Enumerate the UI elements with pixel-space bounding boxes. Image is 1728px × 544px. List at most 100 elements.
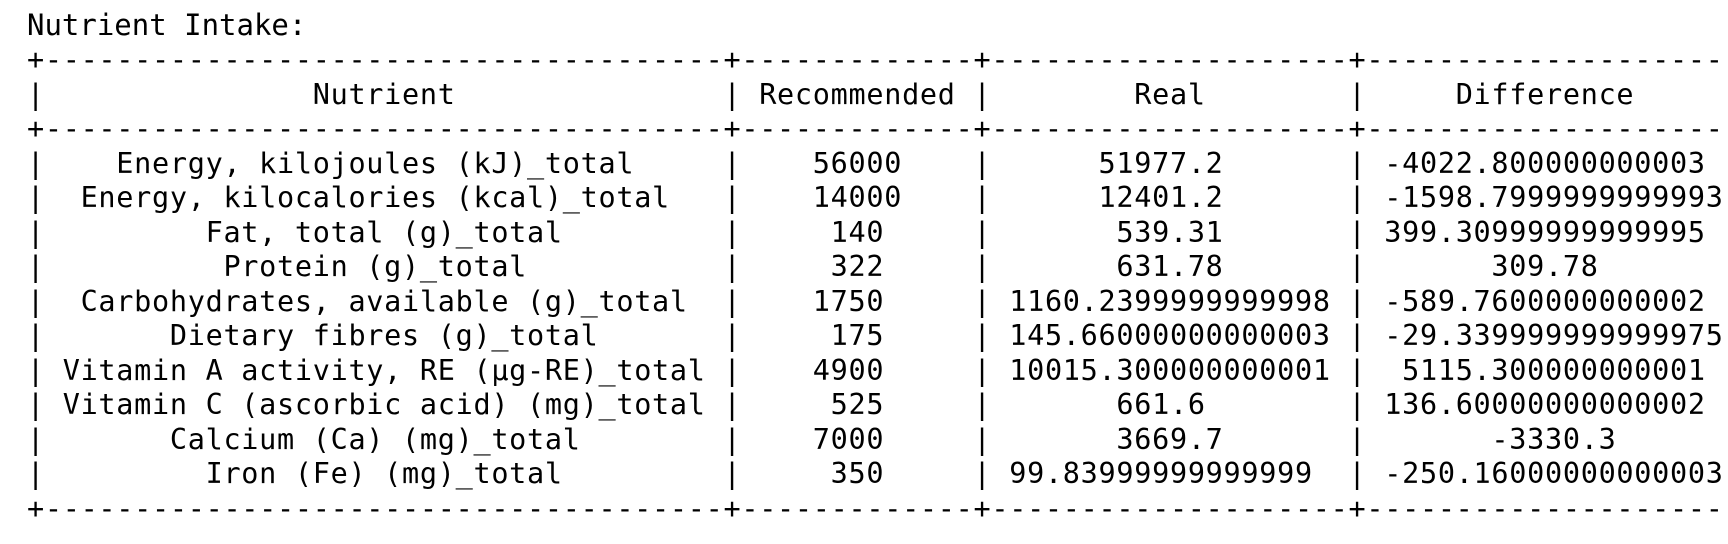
table-row: | Calcium (Ca) (mg)_total | 7000 | 3669.… [27,423,1728,458]
cell-real: 51977.2 [991,146,1349,180]
column-separator: | [27,250,45,283]
cell-real: 661.6 [991,388,1349,421]
header-recommended: Recommended [741,77,974,111]
column-separator: | [973,146,992,180]
column-separator: | [973,457,992,490]
header-nutrient: Nutrient [44,77,724,111]
cell-real: 539.31 [991,215,1349,249]
column-separator: | [1348,250,1367,283]
cell-recommended: 525 [741,388,974,421]
column-separator: | [1348,353,1367,387]
cell-recommended: 14000 [741,181,974,214]
column-separator: | [1348,284,1367,318]
column-separator: | [27,457,45,490]
cell-real: 3669.7 [991,422,1349,456]
table-row: | Dietary fibres (g)_total | 175 | 145.6… [27,319,1728,354]
cell-nutrient: Dietary fibres (g)_total [44,319,724,352]
table-row: | Vitamin A activity, RE (µg-RE)_total |… [27,354,1728,389]
column-separator: | [973,250,992,283]
column-separator: | [27,353,45,387]
column-separator: | [27,284,45,318]
column-separator: | [27,77,45,111]
column-separator: | [1348,422,1367,456]
cell-real: 10015.300000000001 [991,353,1349,387]
cell-recommended: 350 [741,457,974,490]
cell-difference: -589.7600000000002 [1366,284,1728,318]
cell-nutrient: Protein (g)_total [44,250,724,283]
cell-difference: -29.339999999999975 [1366,319,1728,352]
cell-difference: 309.78 [1366,250,1728,283]
table-row: | Protein (g)_total | 322 | 631.78 | 309… [27,250,1728,285]
column-separator: | [723,77,742,111]
cell-recommended: 175 [741,319,974,352]
cell-real: 99.83999999999999 [991,457,1349,490]
column-separator: | [723,319,742,352]
cell-nutrient: Calcium (Ca) (mg)_total [44,422,724,456]
column-separator: | [1348,181,1367,214]
column-separator: | [27,215,45,249]
cell-nutrient: Energy, kilojoules (kJ)_total [44,146,724,180]
cell-difference: 136.60000000000002 [1366,388,1728,421]
column-separator: | [723,422,742,456]
cell-real: 631.78 [991,250,1349,283]
page-title: Nutrient Intake: [27,8,307,42]
column-separator: | [973,422,992,456]
header-difference: Difference [1366,77,1728,111]
cell-recommended: 56000 [741,146,974,180]
column-separator: | [1348,388,1367,421]
column-separator: | [1348,146,1367,180]
column-separator: | [973,319,992,352]
column-separator: | [1348,215,1367,249]
cell-recommended: 1750 [741,284,974,318]
column-separator: | [27,388,45,421]
cell-nutrient: Iron (Fe) (mg)_total [44,457,724,490]
cell-difference: -4022.800000000003 [1366,146,1728,180]
cell-recommended: 140 [741,215,974,249]
column-separator: | [723,388,742,421]
cell-recommended: 7000 [741,422,974,456]
column-separator: | [27,181,45,214]
column-separator: | [973,77,992,111]
cell-recommended: 322 [741,250,974,283]
column-separator: | [973,284,992,318]
column-separator: | [27,146,45,180]
table-top-border: +--------------------------------------+… [27,43,1728,76]
table-row: | Energy, kilocalories (kcal)_total | 14… [27,181,1728,216]
cell-difference: -1598.7999999999993 [1366,181,1728,214]
table-row: | Energy, kilojoules (kJ)_total | 56000 … [27,147,1728,182]
cell-difference: 399.30999999999995 [1366,215,1728,249]
cell-nutrient: Vitamin A activity, RE (µg-RE)_total [44,353,724,387]
cell-nutrient: Energy, kilocalories (kcal)_total [44,181,724,214]
column-separator: | [723,353,742,387]
table-header: | Nutrient | Recommended | Real | Differ… [27,78,1728,113]
header-real: Real [991,77,1349,111]
column-separator: | [723,215,742,249]
cell-nutrient: Vitamin C (ascorbic acid) (mg)_total [44,388,724,421]
column-separator: | [723,250,742,283]
document: Nutrient Intake: +----------------------… [27,8,1728,526]
column-separator: | [723,457,742,490]
column-separator: | [723,181,742,214]
cell-difference: 5115.300000000001 [1366,353,1728,387]
table-row: | Fat, total (g)_total | 140 | 539.31 | … [27,216,1728,251]
column-separator: | [1348,77,1367,111]
cell-difference: -3330.3 [1366,422,1728,456]
column-separator: | [1348,457,1367,490]
table-row: | Iron (Fe) (mg)_total | 350 | 99.839999… [27,457,1728,492]
table-row: | Carbohydrates, available (g)_total | 1… [27,285,1728,320]
cell-nutrient: Fat, total (g)_total [44,215,724,249]
cell-recommended: 4900 [741,353,974,387]
column-separator: | [723,146,742,180]
cell-real: 12401.2 [991,181,1349,214]
table-bottom-border: +--------------------------------------+… [27,491,1728,525]
column-separator: | [27,422,45,456]
column-separator: | [973,215,992,249]
column-separator: | [1348,319,1367,352]
column-separator: | [973,181,992,214]
column-separator: | [27,319,45,352]
cell-nutrient: Carbohydrates, available (g)_total [44,284,724,318]
nutrient-table: +--------------------------------------+… [27,43,1728,526]
column-separator: | [723,284,742,318]
table-header-border: +--------------------------------------+… [27,112,1728,145]
cell-real: 1160.2399999999998 [991,284,1349,318]
